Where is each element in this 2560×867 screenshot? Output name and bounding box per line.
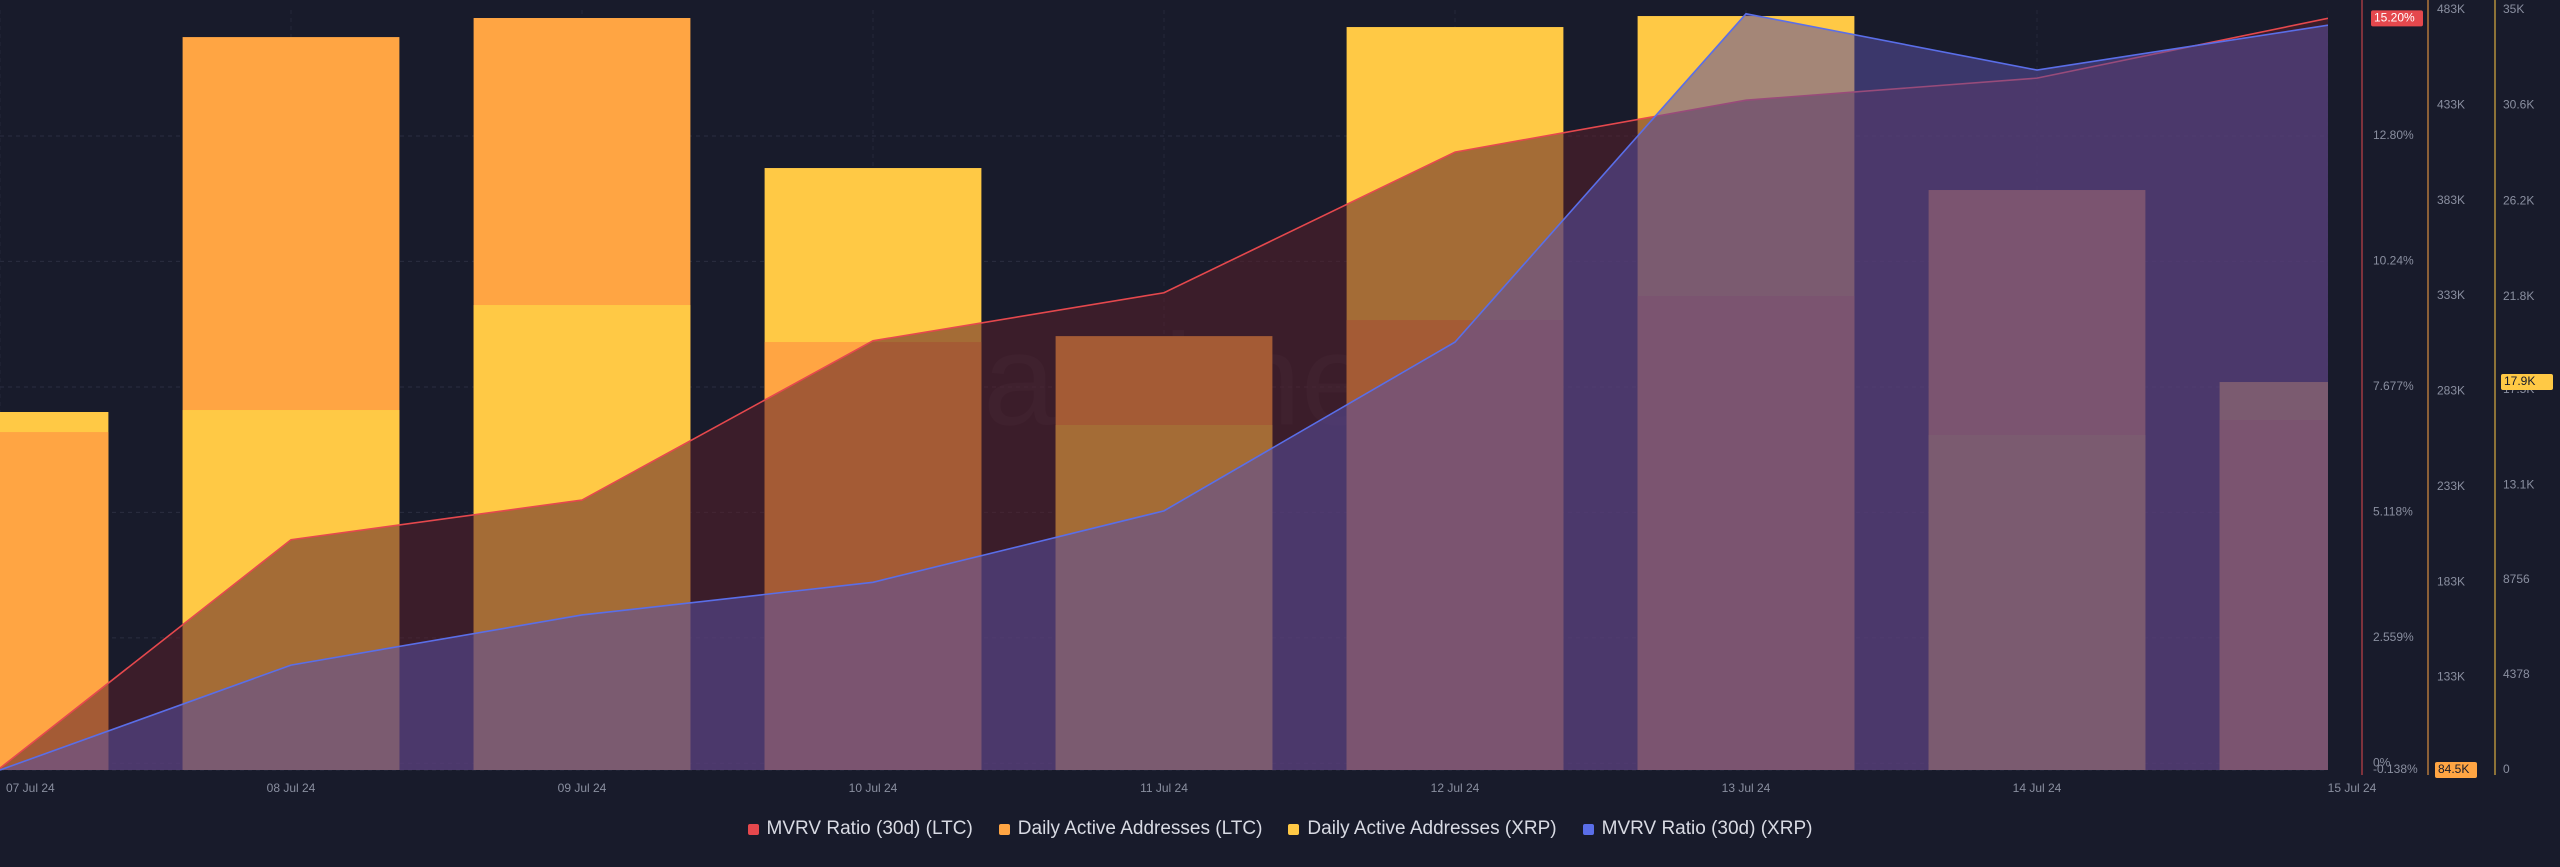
legend-swatch	[747, 823, 759, 835]
x-tick-label: 10 Jul 24	[849, 781, 898, 795]
value-badge	[2501, 374, 2553, 391]
y-tick-label: 383K	[2437, 193, 2465, 207]
legend-swatch	[998, 823, 1010, 835]
y-tick-label: 433K	[2437, 98, 2465, 112]
legend-label: MVRV Ratio (30d) (XRP)	[1601, 818, 1813, 839]
legend-swatch	[1288, 823, 1300, 835]
y-tick-label: 8756	[2503, 572, 2530, 586]
y-tick-label: 4378	[2503, 667, 2530, 681]
legend-item[interactable]: MVRV Ratio (30d) (XRP)	[1582, 818, 1813, 840]
line	[0, 12, 2328, 771]
value-label: 15.20%	[2374, 11, 2415, 25]
y-tick-label: 283K	[2437, 384, 2465, 398]
legend-item[interactable]: Daily Active Addresses (LTC)	[998, 818, 1263, 840]
y-tick-label: 12.80%	[2373, 128, 2414, 142]
y-tick-label: 35K	[2503, 2, 2524, 16]
y-tick-label: 7.677%	[2373, 379, 2414, 393]
axis-badge	[2435, 762, 2477, 778]
y-tick-label: 10.24%	[2373, 254, 2414, 268]
value-badge	[2371, 10, 2423, 27]
legend: MVRV Ratio (30d) (LTC) Daily Active Addre…	[0, 818, 2560, 840]
y-tick-label: 21.8K	[2503, 289, 2534, 303]
legend-label: MVRV Ratio (30d) (LTC)	[766, 818, 973, 839]
y-tick-label: 84.5K	[2438, 762, 2469, 776]
x-tick-label: 13 Jul 24	[1722, 781, 1771, 795]
legend-item[interactable]: Daily Active Addresses (XRP)	[1288, 818, 1557, 840]
y-tick-label: 233K	[2437, 479, 2465, 493]
y-tick-label: 0%	[2373, 755, 2391, 769]
x-tick-label: 12 Jul 24	[1431, 781, 1480, 795]
x-tick-label: 09 Jul 24	[558, 781, 607, 795]
y-tick-label: 483K	[2437, 2, 2465, 16]
y-tick-label: 26.2K	[2503, 193, 2534, 207]
y-tick-label: 333K	[2437, 288, 2465, 302]
y-tick-label: 2.559%	[2373, 630, 2414, 644]
y-tick-label: 133K	[2437, 670, 2465, 684]
plot-area	[0, 10, 2328, 771]
y-tick-label: 183K	[2437, 574, 2465, 588]
x-tick-label: 15 Jul 24	[2328, 781, 2377, 795]
area	[0, 13, 2328, 771]
y-tick-label: 30.6K	[2503, 98, 2534, 112]
legend-label: Daily Active Addresses (XRP)	[1307, 818, 1557, 839]
x-tick-label: 07 Jul 24	[6, 781, 55, 795]
legend-swatch	[1582, 823, 1594, 835]
x-tick-label: 14 Jul 24	[2013, 781, 2062, 795]
y-tick-label: 13.1K	[2503, 478, 2534, 492]
y-tick-label: 0	[2503, 762, 2510, 776]
value-label: 17.9K	[2504, 374, 2535, 388]
legend-label: Daily Active Addresses (LTC)	[1017, 818, 1263, 839]
y-tick-label: 5.118%	[2373, 505, 2413, 519]
x-tick-label: 11 Jul 24	[1140, 781, 1188, 795]
x-tick-label: 08 Jul 24	[267, 781, 316, 795]
legend-item[interactable]: MVRV Ratio (30d) (LTC)	[747, 818, 973, 840]
axes: 07 Jul 24 08 Jul 24 09 Jul 24 10 Jul 24 11 J…	[6, 0, 2553, 795]
y-tick-label: -0.138%	[2373, 762, 2418, 776]
